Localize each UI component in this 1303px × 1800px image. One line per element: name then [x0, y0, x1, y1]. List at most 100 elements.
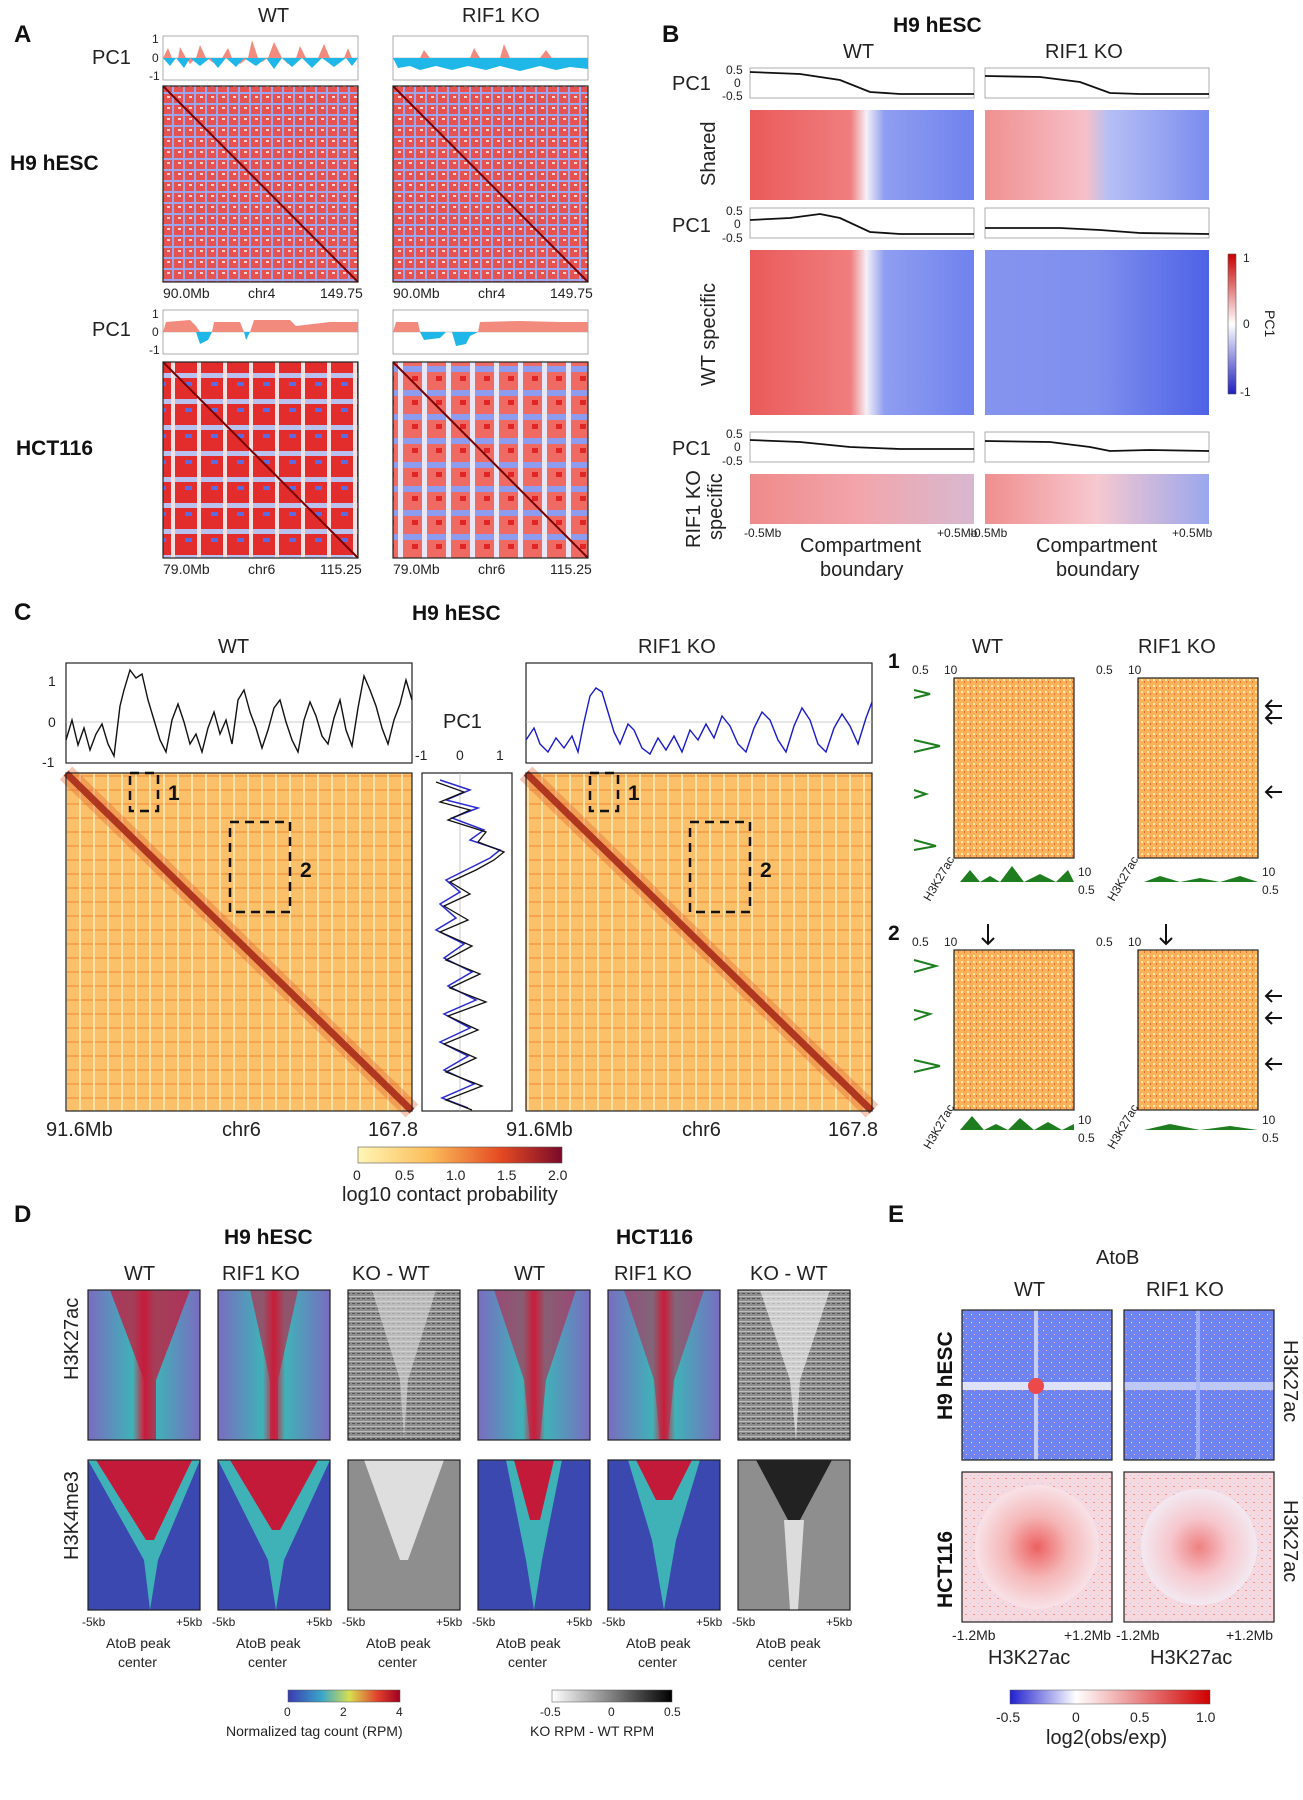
panel-a-col-wt: WT — [258, 5, 289, 27]
d-x-label1-5: AtoB peak — [756, 1635, 822, 1651]
d-x-right-1: +5kb — [306, 1615, 333, 1629]
panel-b-group-shared: Shared — [698, 122, 720, 187]
panel-c-axis-chrom-wt: chr6 — [222, 1119, 261, 1141]
d-x-label1-1: AtoB peak — [236, 1635, 302, 1651]
panel-d-colorbar-diff — [551, 1689, 673, 1703]
zoom1-wt-track-left — [913, 689, 941, 851]
panel-d-cbar2-tick-2: 0.5 — [664, 1705, 681, 1719]
panel-b-colorbar — [1227, 253, 1237, 395]
panel-d-col-1: RIF1 KO — [222, 1263, 300, 1285]
panel-a-row2-chrom-ko: chr6 — [478, 561, 505, 577]
panel-a-tick-zero-row2: 0 — [152, 325, 159, 339]
pc1-track-a-wt-row2 — [162, 309, 359, 355]
panel-d-row-0: H3K27ac — [61, 1298, 83, 1380]
panel-a-row2-label: HCT116 — [16, 437, 93, 460]
d-x-left-3: -5kb — [472, 1615, 496, 1629]
pc1-track-c-wt — [65, 662, 413, 764]
zoom1-ko-bscale-lo: 0.5 — [1262, 883, 1279, 897]
panel-c-cbar-tick-0: 0 — [353, 1167, 361, 1183]
d-x-label1-2: AtoB peak — [366, 1635, 432, 1651]
panel-b-pc1-1: PC1 — [672, 73, 711, 95]
heatmap-b-ko-wtspecific — [985, 250, 1209, 415]
arrow-icon-zoom2-wt — [981, 924, 995, 946]
d-x-left-4: -5kb — [602, 1615, 626, 1629]
panel-b-title: H9 hESC — [893, 14, 982, 37]
panel-c-yneg-wt: -1 — [42, 754, 55, 770]
pc1-profile-b-ko-shared — [984, 75, 1209, 95]
panel-d-cbar1-tick-1: 2 — [340, 1705, 347, 1719]
panel-b-x-center1-ko: Compartment — [1036, 535, 1158, 557]
hic-diagonal-c-wt — [63, 770, 415, 1114]
panel-e-cbar-tick-0: -0.5 — [996, 1709, 1020, 1725]
panel-e-x-right-ko: +1.2Mb — [1226, 1627, 1273, 1643]
panel-e-colorbar — [1009, 1689, 1211, 1705]
panel-b-x-right-ko: +0.5Mb — [1172, 526, 1213, 540]
panel-b-tneg-3: -0.5 — [722, 454, 743, 468]
panel-e-x-label-ko: H3K27ac — [1150, 1647, 1232, 1669]
panel-c-cbar-tick-4: 2.0 — [548, 1167, 568, 1183]
d-x-left-2: -5kb — [342, 1615, 366, 1629]
panel-a-row1-end-wt: 149.75 — [320, 285, 363, 301]
panel-c-axis-chrom-ko: chr6 — [682, 1119, 721, 1141]
panel-b-col-wt: WT — [843, 41, 874, 63]
d-x-label2-5: center — [768, 1654, 807, 1670]
zoom1-wt-scale-hi: 10 — [944, 663, 958, 677]
pc1-profile-b-ko-kospecific — [984, 440, 1210, 452]
heatmap-d-h9-diff-h3k27ac — [347, 1289, 461, 1441]
zoom2-ko-bscale-lo: 0.5 — [1262, 1131, 1279, 1145]
panel-a-letter: A — [14, 21, 31, 48]
panel-b-x-center2-wt: boundary — [820, 559, 903, 581]
zoom-box-2-label-wt: 2 — [300, 859, 312, 882]
panel-b-cbar-max: 1 — [1243, 251, 1250, 265]
panel-b: B H9 hESC WT RIF1 KO PC1 0.5 0 -0.5 Shar… — [662, 14, 1278, 581]
heatmap-b-wt-shared — [750, 110, 974, 200]
d-x-label1-3: AtoB peak — [496, 1635, 562, 1651]
zoom2-wt-track-bottom — [960, 1116, 1074, 1130]
heatmap-d-h9-ko-h3k4me3 — [217, 1459, 331, 1611]
d-x-right-2: +5kb — [436, 1615, 463, 1629]
panel-a-row1-chrom-wt: chr4 — [248, 285, 275, 301]
panel-a: A WT RIF1 KO PC1 1 0 -1 H9 hESC 90.0Mb c… — [10, 5, 593, 577]
zoom-col-ko: RIF1 KO — [1138, 636, 1216, 658]
zoom2-ko-scale-hi: 10 — [1128, 935, 1142, 949]
panel-c-axis-end-ko: 167.8 — [828, 1119, 878, 1141]
panel-d-cbar2-label: KO RPM - WT RPM — [530, 1723, 654, 1739]
panel-e-side-0: H3K27ac — [1279, 1340, 1301, 1422]
panel-a-row1-label: H9 hESC — [10, 152, 99, 175]
panel-e: E AtoB WT RIF1 KO H9 hESC HCT116 H3K27ac — [888, 1201, 1301, 1749]
panel-b-letter: B — [662, 21, 679, 48]
panel-d-row-1: H3K4me3 — [61, 1471, 83, 1560]
zoom1-wt-bscale-hi: 10 — [1078, 865, 1092, 879]
zoom2-wt-bscale-lo: 0.5 — [1078, 1131, 1095, 1145]
hic-diagonal-a-wt-hct116 — [162, 361, 359, 559]
panel-e-col-wt: WT — [1014, 1279, 1045, 1301]
panel-c-letter: C — [14, 599, 31, 626]
heatmap-d-hct-ko-h3k4me3 — [607, 1459, 721, 1611]
arrow-icon-zoom2-ko — [1264, 989, 1282, 1071]
panel-e-cbar-tick-3: 1.0 — [1196, 1709, 1216, 1725]
pc1-line-c-wt — [65, 668, 413, 759]
d-x-label1-0: AtoB peak — [106, 1635, 172, 1651]
panel-b-tzero-2: 0 — [734, 217, 741, 231]
zoom2-ko-track-label: H3K27ac — [1104, 1102, 1141, 1152]
heatmap-e-hct-ko — [1123, 1471, 1275, 1623]
panel-b-tpos-2: 0.5 — [726, 204, 743, 218]
panel-e-cbar-tick-1: 0 — [1072, 1709, 1080, 1725]
panel-c-axis-start-ko: 91.6Mb — [506, 1119, 573, 1141]
panel-d-col-4: RIF1 KO — [614, 1263, 692, 1285]
zoom1-wt-scale-lo: 0.5 — [912, 663, 929, 677]
heatmap-e-h9-wt — [961, 1309, 1113, 1461]
zoom2-wt-track-left — [913, 959, 941, 1073]
heatmap-d-h9-diff-h3k4me3 — [347, 1459, 461, 1611]
arrow-icon-zoom1 — [1264, 699, 1282, 799]
panel-a-row1-chrom-ko: chr4 — [478, 285, 505, 301]
panel-b-tzero-3: 0 — [734, 440, 741, 454]
panel-b-tneg-2: -0.5 — [722, 231, 743, 245]
zoom2-wt-bscale-hi: 10 — [1078, 1113, 1092, 1127]
panel-c-cbar-label: log10 contact probability — [342, 1184, 558, 1206]
pc1-vertical-wt — [435, 781, 506, 1111]
d-x-label2-3: center — [508, 1654, 547, 1670]
panel-d-col-2: KO - WT — [352, 1263, 430, 1285]
zoom2-ko-map — [1138, 950, 1258, 1110]
panel-e-row-1: HCT116 — [934, 1531, 957, 1608]
